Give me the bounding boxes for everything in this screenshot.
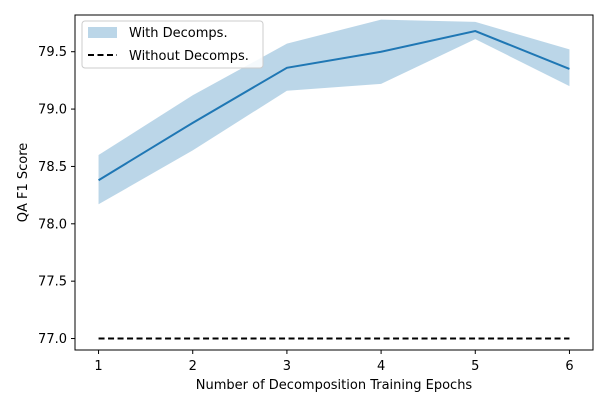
y-axis-label: QA F1 Score xyxy=(16,143,31,223)
x-tick-label: 4 xyxy=(377,359,385,374)
axes: 1 2 3 4 5 6 77.0 77.5 78.0 78.5 79.0 79.5 Number of … xyxy=(16,14,594,393)
x-axis-label: Number of Decomposition Training Epochs xyxy=(196,378,473,393)
y-tick-label: 78.5 xyxy=(38,160,67,175)
x-tick-label: 1 xyxy=(94,359,102,374)
legend-swatch-with-decomps xyxy=(88,27,117,38)
legend-label-without-decomps: Without Decomps. xyxy=(129,49,249,64)
x-tick-label: 5 xyxy=(471,359,479,374)
axes-frame xyxy=(74,14,594,351)
series-band-with-decomps xyxy=(98,19,570,205)
y-tick-label: 77.5 xyxy=(38,275,67,290)
y-tick-label: 79.0 xyxy=(38,103,67,118)
y-tick-label: 77.0 xyxy=(38,332,67,347)
x-tick-label: 6 xyxy=(565,359,573,374)
x-tick-label: 2 xyxy=(189,359,197,374)
x-tick-label: 3 xyxy=(283,359,291,374)
series-line-with-decomps xyxy=(98,30,570,182)
y-tick-label: 79.5 xyxy=(38,45,67,60)
legend: With Decomps. Without Decomps. xyxy=(81,20,264,69)
legend-box xyxy=(81,20,264,69)
legend-label-with-decomps: With Decomps. xyxy=(129,26,228,41)
plot-area xyxy=(98,19,570,340)
y-tick-label: 78.0 xyxy=(38,217,67,232)
